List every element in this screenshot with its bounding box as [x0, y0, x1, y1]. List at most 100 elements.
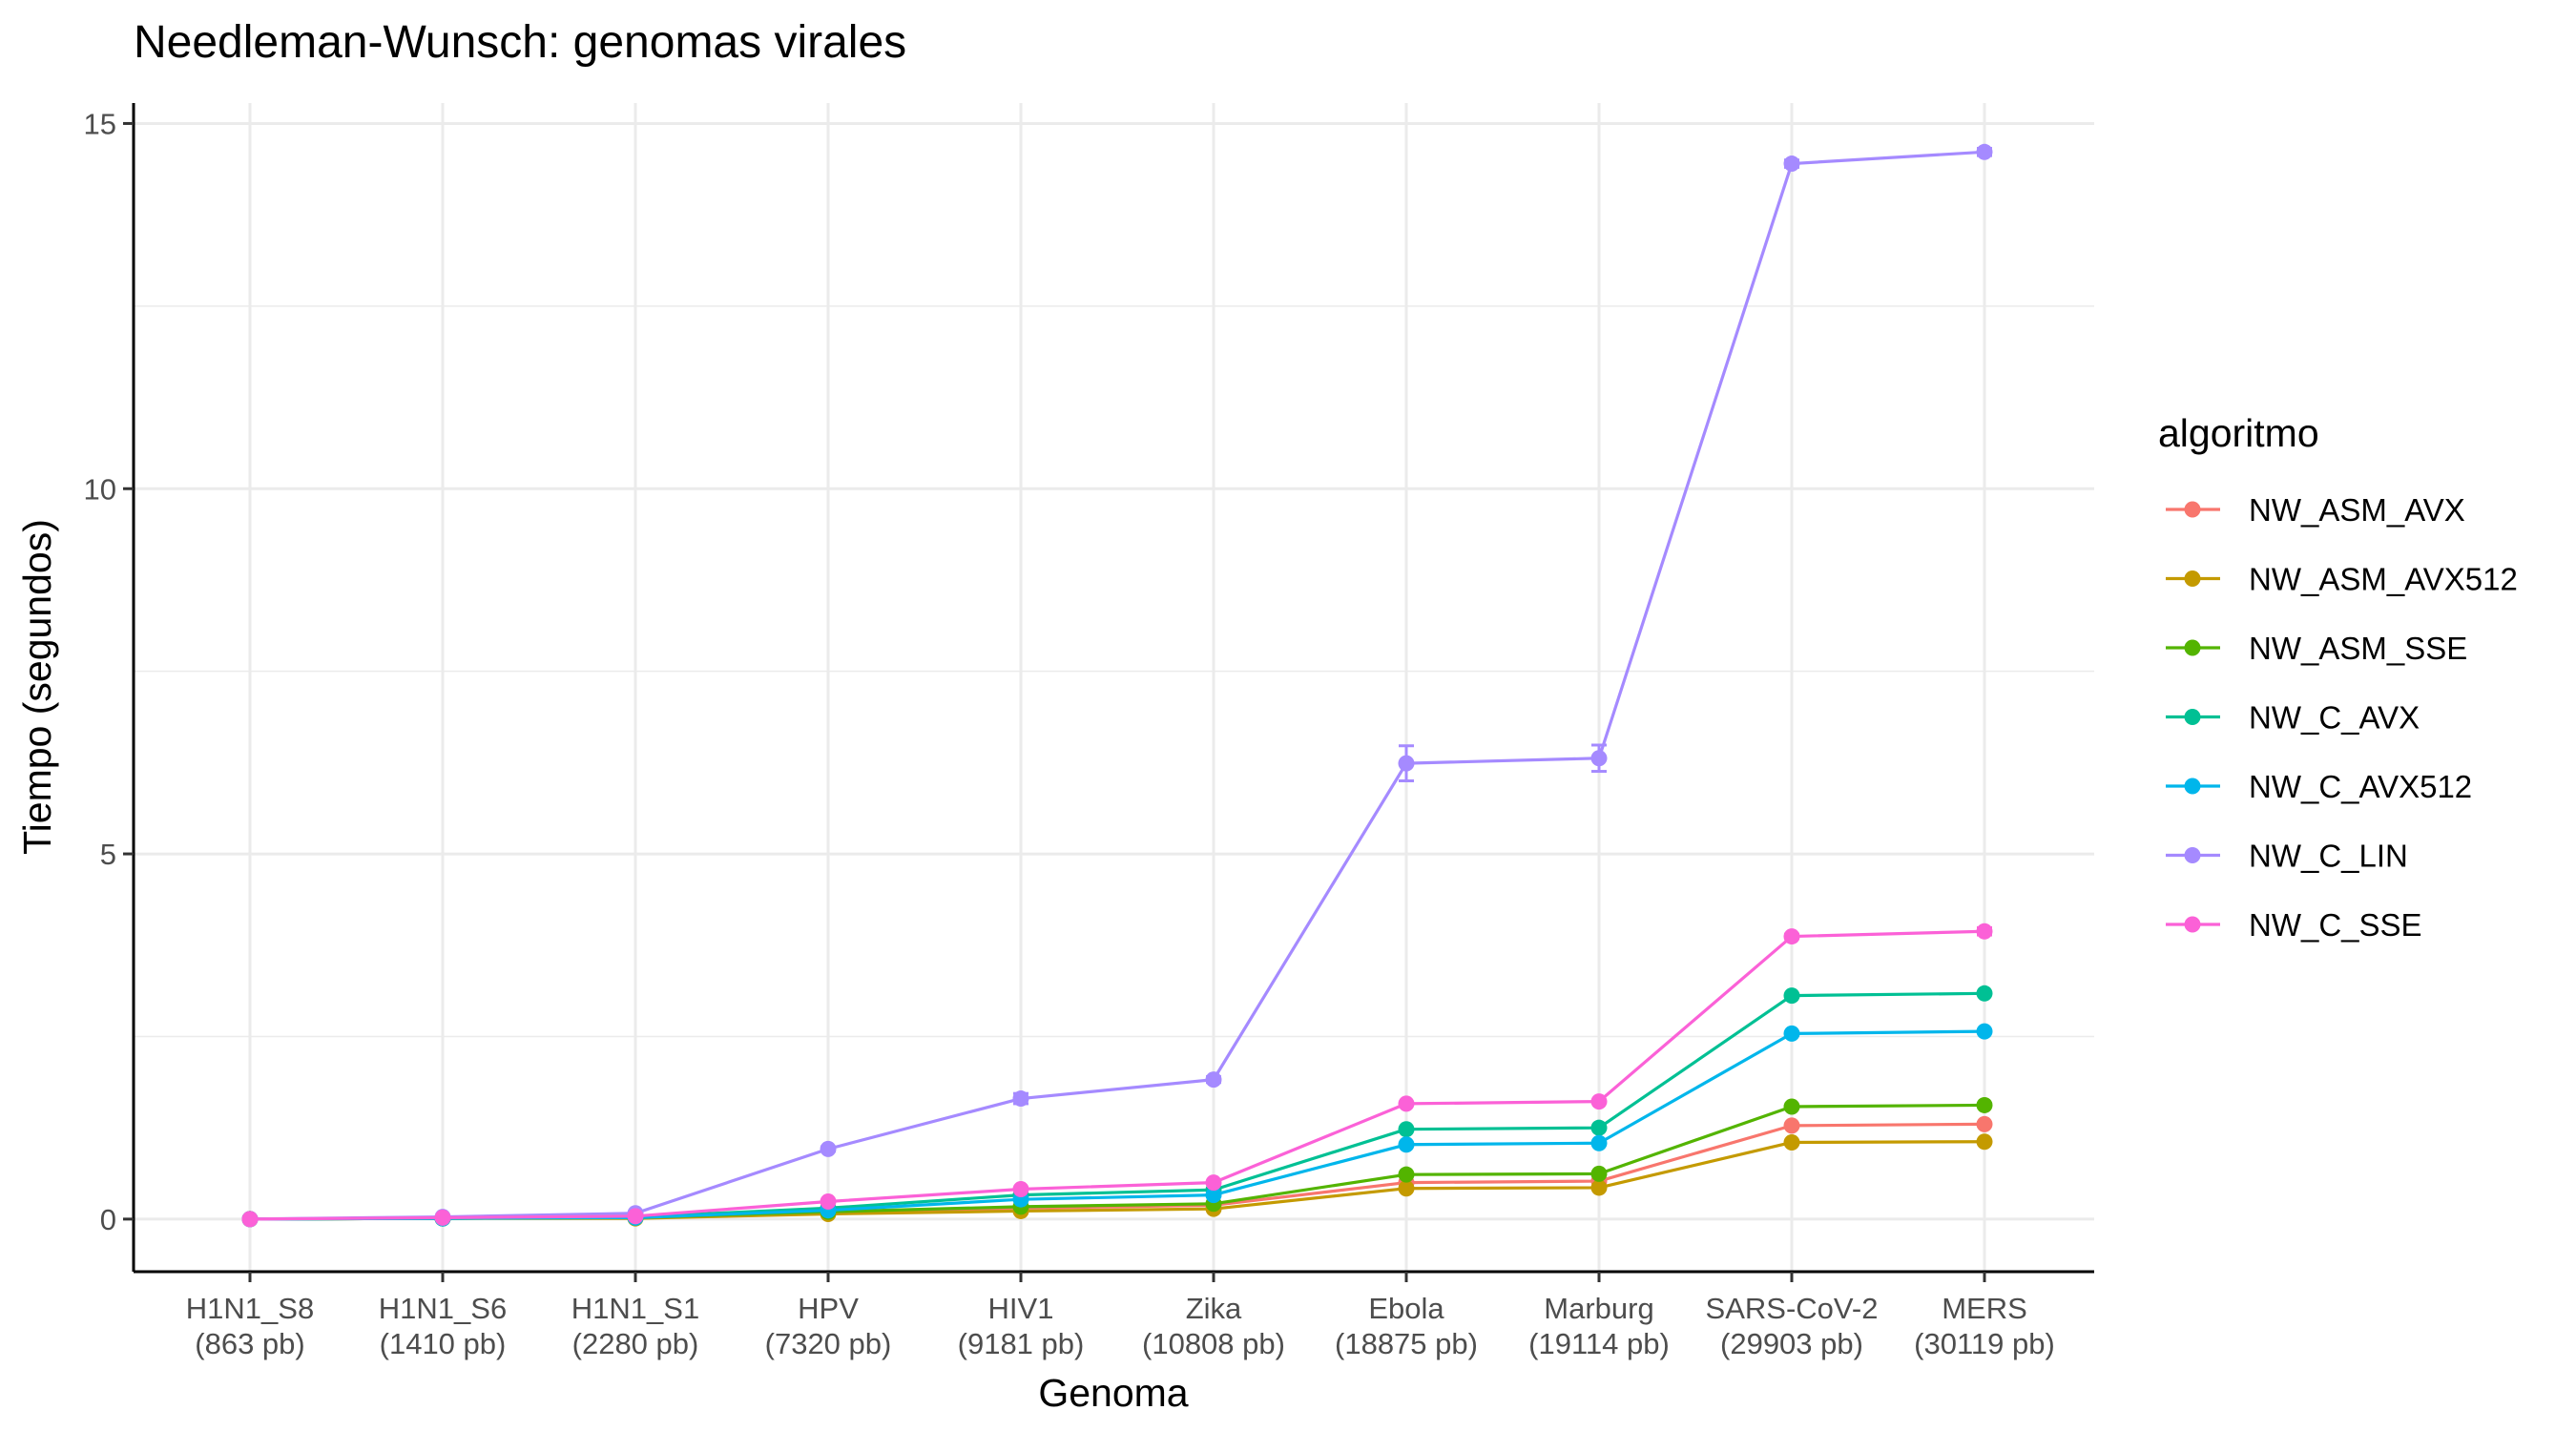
legend: algoritmo NW_ASM_AVX NW_ASM_AVX512 NW_ASM_… — [2158, 411, 2518, 943]
x-tick-sublabel: (9181 pb) — [958, 1327, 1085, 1360]
data-point — [1976, 985, 1993, 1002]
data-point — [1590, 1165, 1608, 1182]
x-tick-label: MERS — [1942, 1292, 2027, 1325]
legend-label: NW_C_AVX512 — [2249, 769, 2472, 804]
y-tick-label: 0 — [100, 1203, 116, 1236]
x-tick-label: Marburg — [1544, 1292, 1653, 1325]
data-point — [1783, 1133, 1800, 1151]
x-tick-sublabel: (7320 pb) — [765, 1327, 892, 1360]
data-point — [627, 1208, 644, 1225]
data-point — [1590, 1119, 1608, 1136]
legend-label: NW_ASM_SSE — [2249, 631, 2467, 666]
legend-key-point — [2184, 778, 2201, 795]
x-tick-label: HIV1 — [988, 1292, 1054, 1325]
legend-label: NW_ASM_AVX512 — [2249, 562, 2518, 597]
series-line — [249, 1103, 1985, 1221]
series-nw-c-avx512 — [241, 1023, 1993, 1228]
legend-item: NW_C_LIN — [2166, 839, 2408, 874]
legend-item: NW_ASM_SSE — [2166, 631, 2467, 666]
x-tick-label: SARS-CoV-2 — [1706, 1292, 1879, 1325]
y-tick-label: 15 — [84, 107, 116, 140]
y-axis-ticks: 0 5 10 15 — [84, 107, 134, 1236]
x-axis-ticks: H1N1_S8(863 pb)H1N1_S6(1410 pb)H1N1_S1(2… — [186, 1272, 2055, 1360]
data-point — [1590, 750, 1608, 767]
x-tick-sublabel: (29903 pb) — [1720, 1327, 1863, 1360]
data-point — [820, 1193, 837, 1210]
data-point — [434, 1209, 451, 1226]
data-point — [1398, 1121, 1415, 1138]
y-axis-title: Tiempo (segundos) — [15, 519, 59, 855]
legend-label: NW_C_LIN — [2249, 839, 2408, 874]
series-layer — [241, 143, 1993, 1228]
data-point — [1783, 1098, 1800, 1115]
data-point — [820, 1140, 837, 1157]
data-point — [1205, 1174, 1222, 1192]
series-nw-c-lin — [241, 143, 1993, 1228]
legend-item: NW_C_SSE — [2166, 907, 2422, 943]
legend-key-point — [2184, 639, 2201, 656]
x-tick-sublabel: (10808 pb) — [1142, 1327, 1285, 1360]
x-tick-label: H1N1_S8 — [186, 1292, 314, 1325]
legend-key-point — [2184, 709, 2201, 725]
series-line — [249, 929, 1985, 1221]
x-tick-label: H1N1_S6 — [379, 1292, 507, 1325]
data-point — [1398, 1166, 1415, 1183]
data-point — [1783, 1117, 1800, 1134]
data-point — [1590, 1179, 1608, 1196]
data-point — [1976, 1096, 1993, 1113]
legend-item: NW_ASM_AVX — [2166, 492, 2465, 528]
series-line — [249, 150, 1985, 1221]
x-tick-sublabel: (30119 pb) — [1914, 1327, 2055, 1360]
data-point — [1590, 1093, 1608, 1110]
data-point — [241, 1211, 259, 1228]
x-tick-sublabel: (863 pb) — [195, 1327, 304, 1360]
legend-key-point — [2184, 501, 2201, 518]
data-point — [1976, 1023, 1993, 1040]
legend-label: NW_C_SSE — [2249, 907, 2422, 943]
data-point — [1012, 1180, 1029, 1197]
data-point — [1976, 1133, 1993, 1151]
legend-item: NW_ASM_AVX512 — [2166, 562, 2518, 597]
data-point — [1590, 1134, 1608, 1151]
x-tick-sublabel: (2280 pb) — [572, 1327, 699, 1360]
data-point — [1398, 1180, 1415, 1197]
y-tick-label: 10 — [84, 472, 116, 506]
x-tick-label: Ebola — [1368, 1292, 1444, 1325]
data-point — [1976, 1115, 1993, 1132]
data-point — [1783, 928, 1800, 945]
data-point — [1398, 755, 1415, 772]
x-tick-sublabel: (18875 pb) — [1335, 1327, 1478, 1360]
series-nw-c-sse — [241, 923, 1993, 1228]
data-point — [1783, 987, 1800, 1005]
y-tick-label: 5 — [100, 838, 116, 871]
series-nw-asm-avx512 — [241, 1133, 1993, 1228]
gridlines — [134, 103, 2094, 1272]
legend-item: NW_C_AVX — [2166, 700, 2420, 736]
legend-item: NW_C_AVX512 — [2166, 769, 2472, 804]
legend-label: NW_ASM_AVX — [2249, 492, 2465, 528]
data-point — [1976, 923, 1993, 940]
data-point — [1398, 1136, 1415, 1153]
legend-key-point — [2184, 570, 2201, 587]
x-tick-label: H1N1_S1 — [571, 1292, 699, 1325]
legend-label: NW_C_AVX — [2249, 700, 2420, 736]
data-point — [1783, 1025, 1800, 1042]
x-tick-sublabel: (19114 pb) — [1528, 1327, 1670, 1360]
data-point — [1783, 156, 1800, 173]
legend-key-point — [2184, 847, 2201, 863]
data-point — [1398, 1095, 1415, 1112]
data-point — [1205, 1071, 1222, 1089]
data-point — [1976, 143, 1993, 160]
legend-title: algoritmo — [2158, 411, 2319, 455]
chart-title: Needleman-Wunsch: genomas virales — [134, 17, 906, 68]
legend-key-point — [2184, 916, 2201, 933]
x-axis-title: Genoma — [1038, 1371, 1188, 1415]
plot-panel: 0 5 10 15 H1N1_S8(863 pb) H1N1_S6(1410 pb) H1… — [84, 103, 2094, 1360]
data-point — [1012, 1090, 1029, 1108]
x-tick-label: HPV — [798, 1292, 859, 1325]
series-nw-c-avx — [241, 985, 1993, 1228]
x-tick-sublabel: (1410 pb) — [380, 1327, 507, 1360]
data-point — [1205, 1187, 1222, 1204]
x-tick-label: Zika — [1186, 1292, 1242, 1325]
